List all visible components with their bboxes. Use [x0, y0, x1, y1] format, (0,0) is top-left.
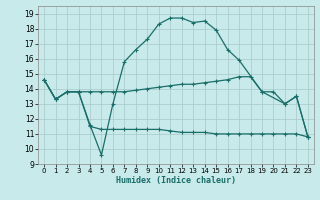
- X-axis label: Humidex (Indice chaleur): Humidex (Indice chaleur): [116, 176, 236, 185]
